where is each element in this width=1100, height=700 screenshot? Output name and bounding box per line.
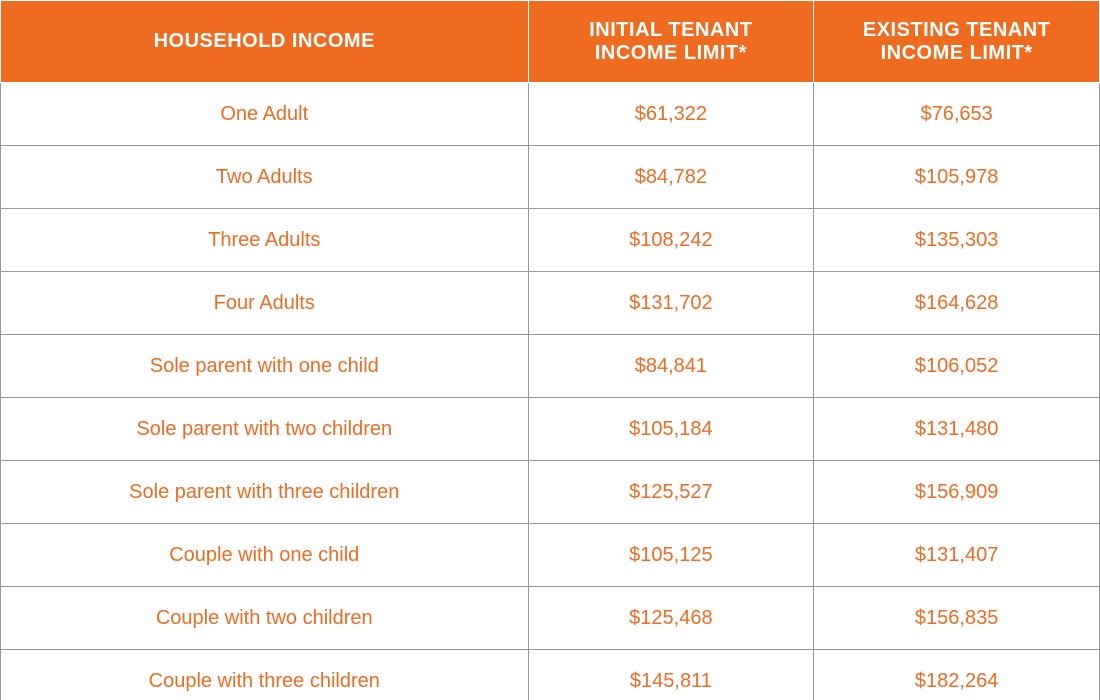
income-limits-table: HOUSEHOLD INCOME INITIAL TENANT INCOME L… — [0, 0, 1100, 700]
cell-initial-limit: $84,782 — [528, 146, 814, 209]
cell-initial-limit: $131,702 — [528, 272, 814, 335]
cell-existing-limit: $106,052 — [814, 335, 1100, 398]
cell-household: Three Adults — [1, 209, 529, 272]
table-row: One Adult$61,322$76,653 — [1, 83, 1100, 146]
cell-household: Two Adults — [1, 146, 529, 209]
table-row: Three Adults$108,242$135,303 — [1, 209, 1100, 272]
cell-existing-limit: $135,303 — [814, 209, 1100, 272]
cell-existing-limit: $156,835 — [814, 587, 1100, 650]
table-row: Sole parent with one child$84,841$106,05… — [1, 335, 1100, 398]
table-row: Couple with one child$105,125$131,407 — [1, 524, 1100, 587]
cell-household: Sole parent with one child — [1, 335, 529, 398]
col-header-existing-limit: EXISTING TENANT INCOME LIMIT* — [814, 1, 1100, 83]
cell-existing-limit: $164,628 — [814, 272, 1100, 335]
cell-existing-limit: $131,407 — [814, 524, 1100, 587]
cell-household: Four Adults — [1, 272, 529, 335]
cell-household: Couple with three children — [1, 650, 529, 700]
table-header: HOUSEHOLD INCOME INITIAL TENANT INCOME L… — [1, 1, 1100, 83]
cell-initial-limit: $105,125 — [528, 524, 814, 587]
cell-existing-limit: $131,480 — [814, 398, 1100, 461]
cell-existing-limit: $156,909 — [814, 461, 1100, 524]
cell-initial-limit: $61,322 — [528, 83, 814, 146]
table-body: One Adult$61,322$76,653Two Adults$84,782… — [1, 83, 1100, 700]
table-row: Sole parent with three children$125,527$… — [1, 461, 1100, 524]
table-row: Sole parent with two children$105,184$13… — [1, 398, 1100, 461]
cell-household: One Adult — [1, 83, 529, 146]
cell-initial-limit: $108,242 — [528, 209, 814, 272]
table-row: Two Adults$84,782$105,978 — [1, 146, 1100, 209]
cell-initial-limit: $84,841 — [528, 335, 814, 398]
cell-existing-limit: $105,978 — [814, 146, 1100, 209]
cell-initial-limit: $145,811 — [528, 650, 814, 700]
cell-initial-limit: $125,468 — [528, 587, 814, 650]
cell-existing-limit: $76,653 — [814, 83, 1100, 146]
cell-initial-limit: $105,184 — [528, 398, 814, 461]
table-row: Four Adults$131,702$164,628 — [1, 272, 1100, 335]
cell-household: Couple with one child — [1, 524, 529, 587]
table-row: Couple with three children$145,811$182,2… — [1, 650, 1100, 700]
cell-household: Couple with two children — [1, 587, 529, 650]
cell-household: Sole parent with two children — [1, 398, 529, 461]
cell-initial-limit: $125,527 — [528, 461, 814, 524]
col-header-household-income: HOUSEHOLD INCOME — [1, 1, 529, 83]
cell-household: Sole parent with three children — [1, 461, 529, 524]
table-row: Couple with two children$125,468$156,835 — [1, 587, 1100, 650]
col-header-initial-limit: INITIAL TENANT INCOME LIMIT* — [528, 1, 814, 83]
cell-existing-limit: $182,264 — [814, 650, 1100, 700]
